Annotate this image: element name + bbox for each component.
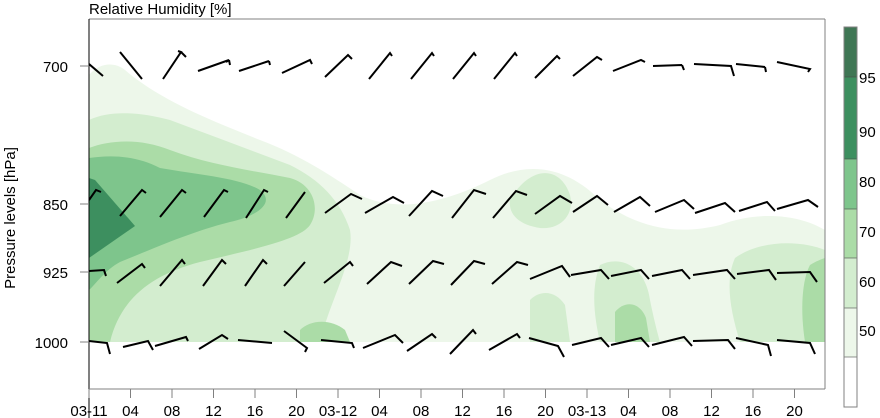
x-tick-label: 08	[164, 403, 181, 418]
x-tick-label: 12	[454, 403, 471, 418]
colorbar-tick-label: 50	[859, 323, 876, 340]
x-tick-label: 20	[537, 403, 554, 418]
chart-title: Relative Humidity [%]	[89, 1, 232, 18]
x-tick-label: 04	[122, 403, 139, 418]
colorbar-tick-label: 70	[859, 224, 876, 241]
colorbar-tick-label: 95	[859, 70, 876, 87]
x-tick-label: 03-12	[319, 403, 357, 418]
y-axis-label: Pressure levels [hPa]	[2, 147, 19, 289]
colorbar-tick-label: 60	[859, 274, 876, 291]
y-axis: 700 850 925 1000 Pressure levels [hPa]	[2, 59, 89, 352]
plot-frame	[88, 18, 826, 418]
x-tick-label: 03-11	[70, 403, 107, 418]
y-tick-label: 850	[43, 197, 68, 214]
colorbar-tick-label: 80	[859, 174, 876, 191]
x-tick-label: 20	[786, 403, 803, 418]
x-tick-label: 16	[745, 403, 762, 418]
x-tick-label: 04	[371, 403, 388, 418]
x-tick-label: 08	[662, 403, 679, 418]
x-tick-label: 16	[247, 403, 264, 418]
y-tick-label: 925	[43, 265, 68, 282]
y-tick-label: 700	[43, 59, 68, 76]
x-axis: 03-11 04 08 12 16 20 03-12 04 08 12 16 2…	[70, 389, 803, 418]
x-tick-label: 03-13	[568, 403, 606, 418]
colorbar: 50 60 70 80 90 95	[843, 26, 876, 408]
x-tick-label: 16	[496, 403, 513, 418]
wind-barbs	[89, 50, 819, 358]
x-tick-label: 12	[205, 403, 222, 418]
y-tick-label: 1000	[35, 335, 68, 352]
x-tick-label: 12	[703, 403, 720, 418]
x-tick-label: 20	[288, 403, 305, 418]
x-tick-label: 08	[413, 403, 430, 418]
colorbar-tick-label: 90	[859, 124, 876, 141]
x-tick-label: 04	[620, 403, 637, 418]
